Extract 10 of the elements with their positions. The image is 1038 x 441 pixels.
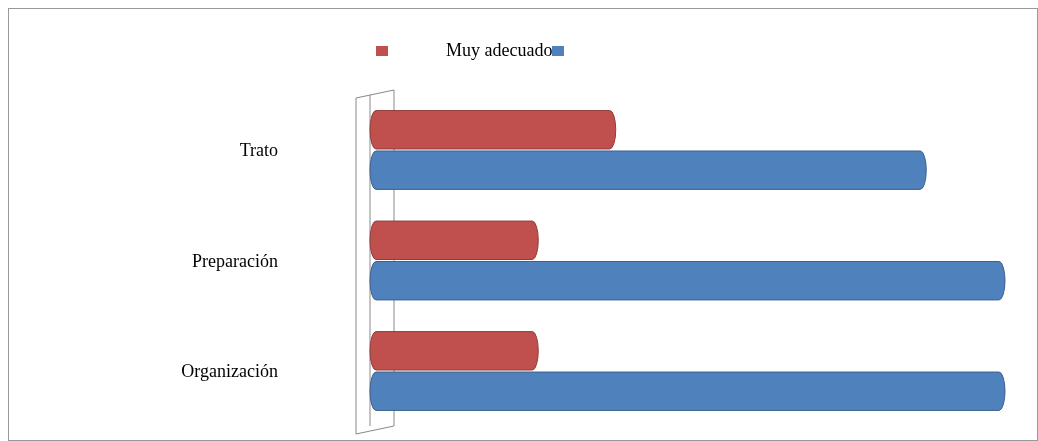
bar bbox=[369, 371, 1006, 411]
y-tick-label: Trato bbox=[239, 139, 278, 160]
bar bbox=[369, 150, 927, 190]
bar bbox=[369, 110, 617, 150]
y-tick-label: Organización bbox=[181, 361, 278, 382]
bar bbox=[369, 261, 1006, 301]
y-tick-label: Preparación bbox=[192, 250, 278, 271]
text: Muy adecuado bbox=[446, 40, 553, 60]
bar bbox=[369, 331, 539, 371]
bar bbox=[369, 220, 539, 260]
